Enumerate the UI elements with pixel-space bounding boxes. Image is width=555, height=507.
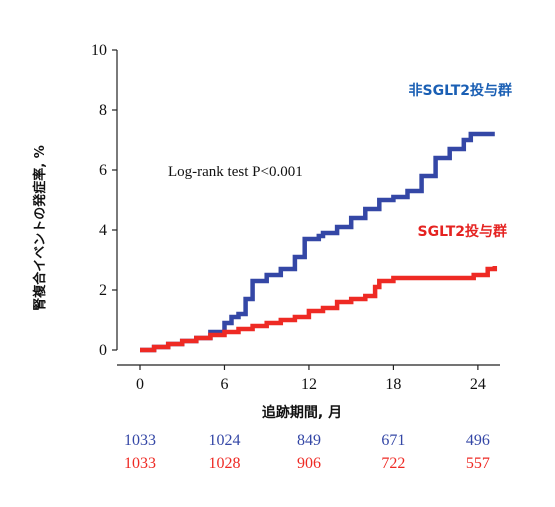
y-axis-label: 腎複合イベントの発症率, % <box>32 145 48 311</box>
x-tick-label: 12 <box>301 376 317 393</box>
series-label-sglt2: SGLT2投与群 <box>418 223 507 240</box>
risk-count-non-sglt2: 671 <box>381 432 405 449</box>
risk-count-non-sglt2: 1024 <box>208 432 240 449</box>
risk-count-sglt2: 722 <box>381 455 405 472</box>
x-axis-label: 追跡期間, 月 <box>262 404 342 421</box>
x-tick-label: 24 <box>470 376 486 393</box>
risk-table: 1033 1024 849 671 496 1033 1028 906 722 557 <box>124 432 490 472</box>
y-tick-label: 4 <box>99 222 107 239</box>
y-tick-label: 10 <box>91 42 107 59</box>
series-line-sglt2 <box>140 266 498 353</box>
text-layer: 追跡期間, 月 腎複合イベントの発症率, % Log-rank test P<0… <box>32 82 512 421</box>
risk-count-non-sglt2: 496 <box>466 432 490 449</box>
x-tick-label: 6 <box>220 376 228 393</box>
logrank-annotation: Log-rank test P<0.001 <box>168 164 303 180</box>
risk-count-sglt2: 1028 <box>208 455 240 472</box>
risk-count-non-sglt2: 849 <box>297 432 321 449</box>
y-tick-label: 0 <box>99 342 107 359</box>
risk-count-non-sglt2: 1033 <box>124 432 156 449</box>
y-tick-label: 2 <box>99 282 107 299</box>
y-tick-label: 8 <box>99 102 107 119</box>
x-tick-label: 18 <box>385 376 401 393</box>
y-tick-label: 6 <box>99 162 107 179</box>
x-tick-label: 0 <box>136 376 144 393</box>
risk-count-sglt2: 557 <box>466 455 490 472</box>
risk-count-sglt2: 906 <box>297 455 321 472</box>
risk-count-sglt2: 1033 <box>124 455 156 472</box>
series-layer <box>140 131 498 353</box>
series-label-non-sglt2: 非SGLT2投与群 <box>409 82 512 99</box>
